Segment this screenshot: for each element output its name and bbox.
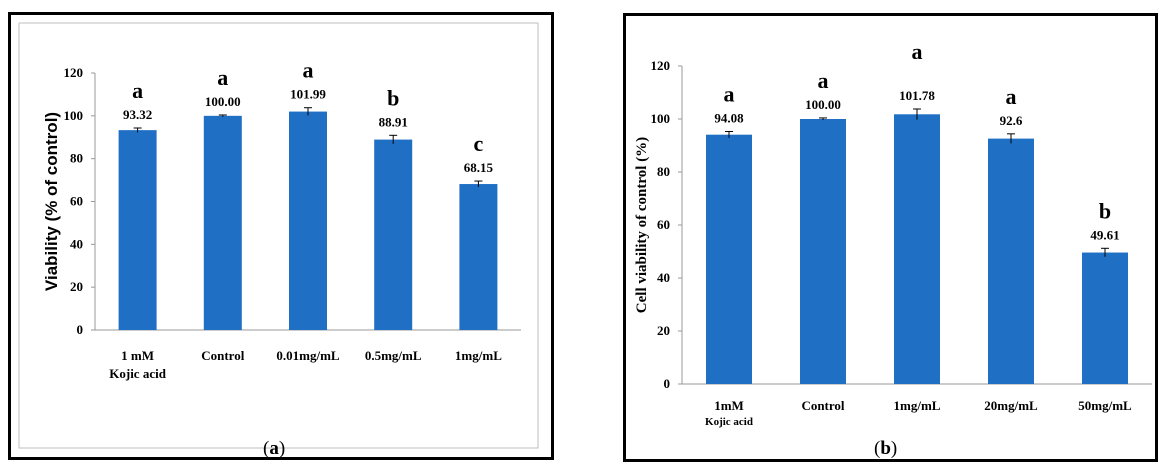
significance-letter: b xyxy=(1099,198,1111,223)
bar xyxy=(459,184,498,330)
x-tick-label: 0.5mg/mL xyxy=(365,348,422,363)
x-tick-label: Control xyxy=(201,348,244,363)
caption-a: (a) xyxy=(263,438,286,459)
x-tick-label: 0.01mg/mL xyxy=(276,348,340,363)
y-tick-label: 0 xyxy=(77,322,84,337)
value-label: 101.99 xyxy=(290,87,326,102)
value-label: 68.15 xyxy=(464,160,494,175)
chart-a-svg: 0 20 40 60 80 100 120 Viability (% of control) 9… xyxy=(18,22,539,449)
x-tick-label: Control xyxy=(801,398,844,413)
y-tick-label: 100 xyxy=(651,111,671,126)
y-axis-label: Cell viability of control (%) xyxy=(634,137,650,313)
x-tick-label: 20mg/mL xyxy=(984,398,1038,413)
significance-letter: a xyxy=(132,78,143,103)
bar xyxy=(800,119,846,384)
y-tick-label: 20 xyxy=(70,279,83,294)
x-tick-label: 1mg/mL xyxy=(894,398,941,413)
bar xyxy=(289,111,327,331)
value-label: 94.08 xyxy=(714,111,744,126)
y-tick-label: 20 xyxy=(657,323,670,338)
x-tick-label: 50mg/mL xyxy=(1078,398,1132,413)
significance-letter: a xyxy=(818,68,829,93)
x-tick-label: Kojic acid xyxy=(705,416,753,428)
chart-panel-a: 0 20 40 60 80 100 120 Viability (% of control) 9… xyxy=(8,12,554,460)
y-tick-label: 100 xyxy=(64,108,84,123)
y-tick-label: 40 xyxy=(657,270,670,285)
value-label: 49.61 xyxy=(1090,227,1119,242)
bar xyxy=(706,134,752,384)
significance-letter: a xyxy=(912,39,923,64)
value-label: 101.78 xyxy=(899,88,935,103)
chart-b-svg: 0 20 40 60 80 100 120 Cell viability of control… xyxy=(634,39,1152,428)
y-tick-label: 60 xyxy=(70,194,83,209)
y-tick-label: 120 xyxy=(651,58,671,73)
value-label: 100.00 xyxy=(205,94,241,109)
bar xyxy=(988,138,1034,384)
x-tick-label: 1mg/mL xyxy=(455,348,502,363)
value-label: 93.32 xyxy=(123,107,152,122)
significance-letter: a xyxy=(724,82,735,107)
value-label: 100.00 xyxy=(805,97,841,112)
value-label: 88.91 xyxy=(379,114,408,129)
plot-area-border xyxy=(18,22,539,449)
x-tick-label: 1 mM xyxy=(121,348,154,363)
y-axis-label: Viability (% of control) xyxy=(42,112,61,291)
y-tick-label: 0 xyxy=(664,376,671,391)
bar xyxy=(1082,252,1128,384)
caption-b: (b) xyxy=(874,438,898,459)
significance-letter: a xyxy=(1006,84,1017,109)
y-tick-label: 60 xyxy=(657,217,670,232)
bar xyxy=(203,115,242,330)
significance-letter: c xyxy=(474,131,484,156)
chart-panel-b: 0 20 40 60 80 100 120 Cell viability of control… xyxy=(623,13,1158,462)
bar xyxy=(894,114,940,385)
y-tick-label: 120 xyxy=(64,65,84,80)
bar xyxy=(118,130,157,330)
bar xyxy=(374,139,413,330)
y-tick-label: 80 xyxy=(657,164,670,179)
y-tick-label: 40 xyxy=(70,236,83,251)
significance-letter: b xyxy=(387,85,399,110)
x-tick-label: 1mM xyxy=(714,398,744,413)
x-tick-label: Kojic acid xyxy=(109,366,166,381)
significance-letter: a xyxy=(303,58,314,83)
y-tick-label: 80 xyxy=(70,151,83,166)
significance-letter: a xyxy=(217,65,228,90)
value-label: 92.6 xyxy=(1000,113,1023,128)
